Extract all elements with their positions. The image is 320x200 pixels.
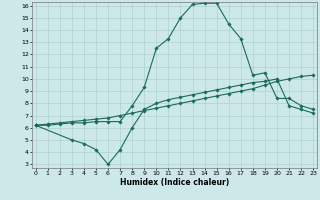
X-axis label: Humidex (Indice chaleur): Humidex (Indice chaleur) — [120, 178, 229, 187]
